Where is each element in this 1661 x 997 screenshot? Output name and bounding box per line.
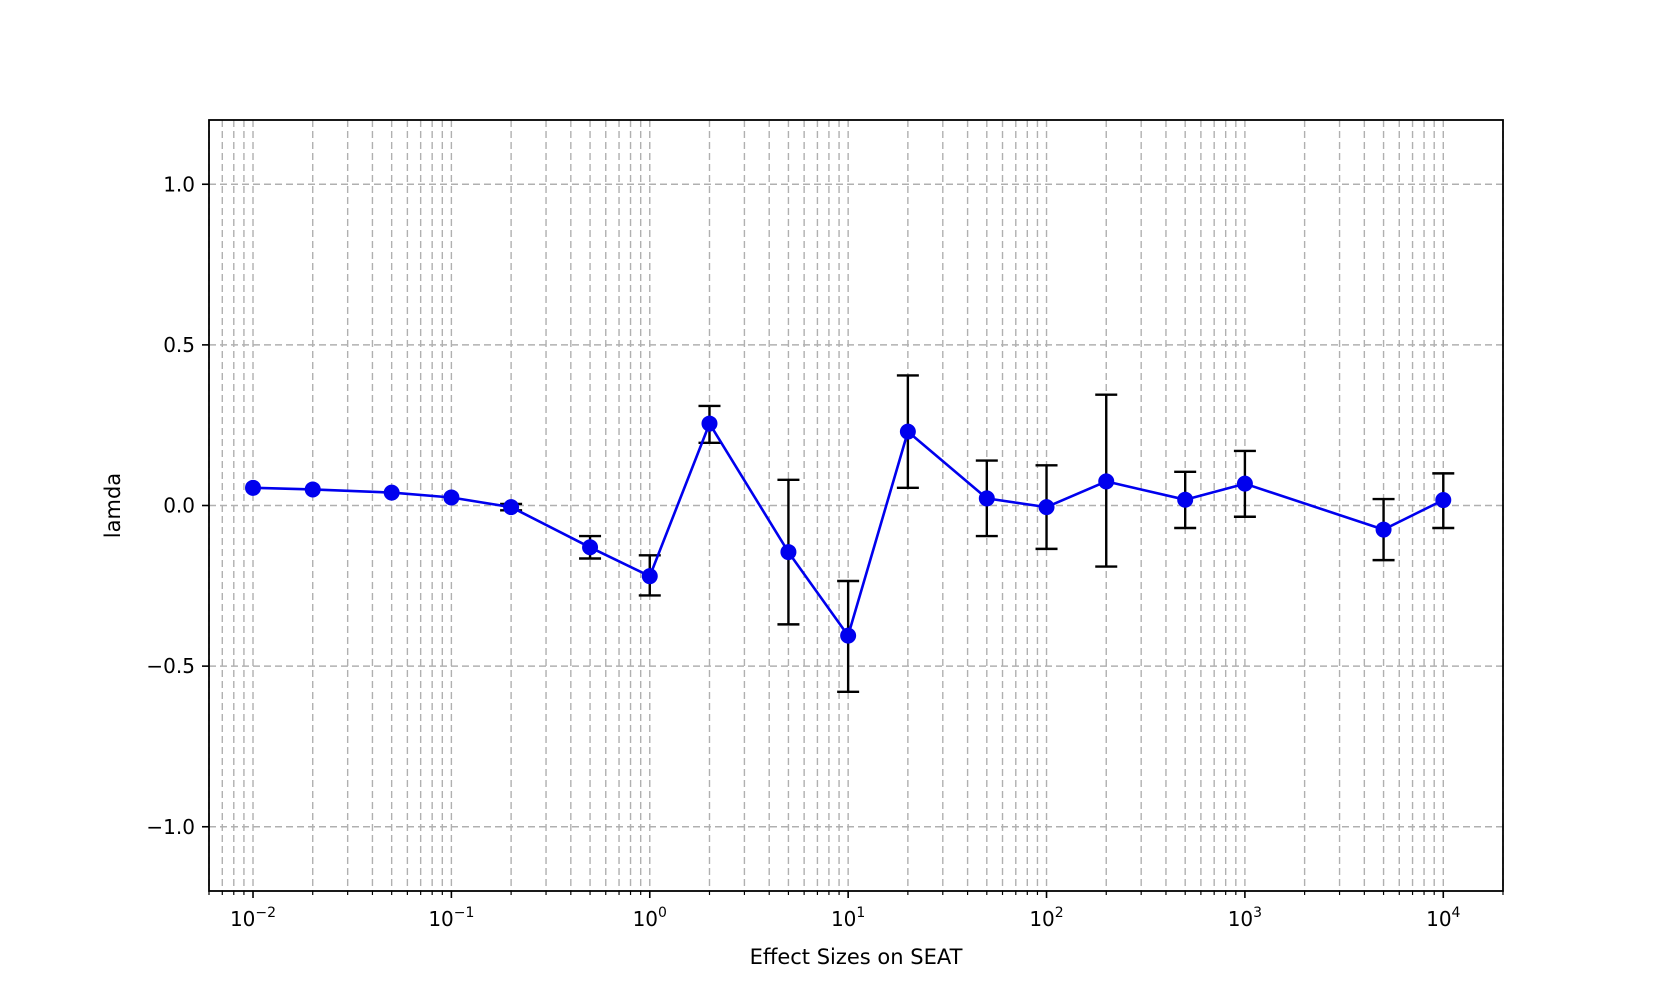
data-point (978, 490, 995, 507)
x-tick-label: 101 (831, 905, 865, 931)
x-tick-label: 10−2 (230, 905, 276, 931)
data-point (1435, 492, 1452, 509)
data-point (1177, 491, 1194, 508)
data-point (641, 568, 658, 585)
x-tick-labels: 10−2 10−1 100 101 102 103 104 (230, 905, 1461, 931)
x-tick-label: 104 (1426, 905, 1460, 931)
x-tick-label: 102 (1029, 905, 1063, 931)
x-axis-label: Effect Sizes on SEAT (750, 945, 963, 969)
y-tick-labels: 1.0 0.5 0.0 −0.5 −1.0 (146, 172, 195, 839)
y-tick-label: −0.5 (146, 654, 195, 678)
data-point (1098, 473, 1115, 490)
data-point (899, 423, 916, 440)
data-point (780, 544, 797, 561)
y-tick-label: 0.5 (163, 333, 195, 357)
data-point (245, 479, 262, 496)
data-point (1236, 475, 1253, 492)
data-point (304, 481, 321, 498)
data-point (840, 627, 857, 644)
data-point (1375, 521, 1392, 538)
series-markers (245, 415, 1452, 644)
data-point (443, 489, 460, 506)
y-tick-label: −1.0 (146, 815, 195, 839)
x-tick-label: 100 (633, 905, 667, 931)
data-point (383, 484, 400, 501)
x-tick-label: 103 (1228, 905, 1262, 931)
data-point (503, 499, 520, 516)
y-axis-label: lamda (101, 473, 125, 538)
y-tick-label: 0.0 (163, 494, 195, 518)
series-line (252, 422, 1444, 637)
series-polyline (252, 422, 1444, 637)
y-tick-label: 1.0 (163, 172, 195, 196)
data-point (582, 539, 599, 556)
axis-ticks (202, 183, 1504, 898)
x-tick-label: 10−1 (428, 905, 474, 931)
data-point (1038, 499, 1055, 516)
data-point (701, 415, 718, 432)
